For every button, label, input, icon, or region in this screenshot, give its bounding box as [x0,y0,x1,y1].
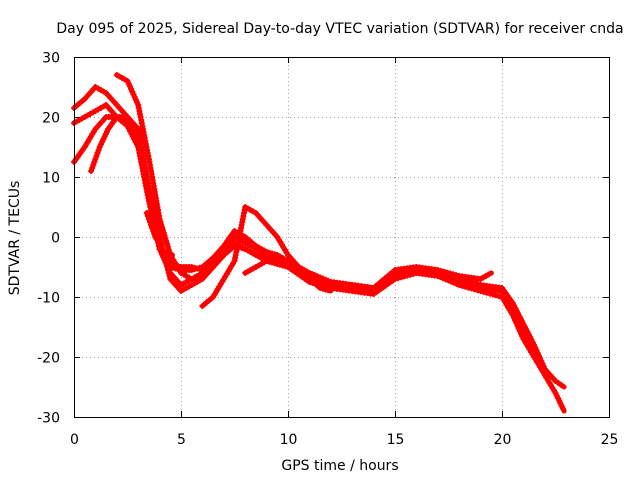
y-tick-label: 20 [42,111,60,127]
x-tick-label: 20 [494,432,512,448]
y-axis: -30 -20 -10 0 10 20 30 [37,51,609,427]
series-track-7 [143,210,175,258]
y-tick-label: 10 [42,171,60,187]
y-tick-label: -10 [37,291,60,307]
y-tick-label: -20 [37,351,60,367]
data-point-markers [199,204,332,309]
data-point-markers [143,210,173,257]
x-tick-label: 25 [601,432,619,448]
chart-title: Day 095 of 2025, Sidereal Day-to-day VTE… [56,21,623,37]
x-tick-label: 15 [387,432,405,448]
x-tick-label: 0 [70,432,79,448]
x-axis: 0 5 10 15 20 25 [70,57,618,448]
y-axis-label: SDTVAR / TECUs [7,181,23,296]
series-track-6 [199,204,334,309]
x-tick-label: 5 [177,432,186,448]
grid [74,57,609,417]
data-point-markers [242,255,289,276]
y-tick-label: -30 [37,411,60,427]
x-tick-label: 10 [280,432,298,448]
series-track-8 [242,255,291,276]
x-axis-label: GPS time / hours [281,458,398,474]
y-tick-label: 0 [51,231,60,247]
y-tick-label: 30 [42,51,60,67]
